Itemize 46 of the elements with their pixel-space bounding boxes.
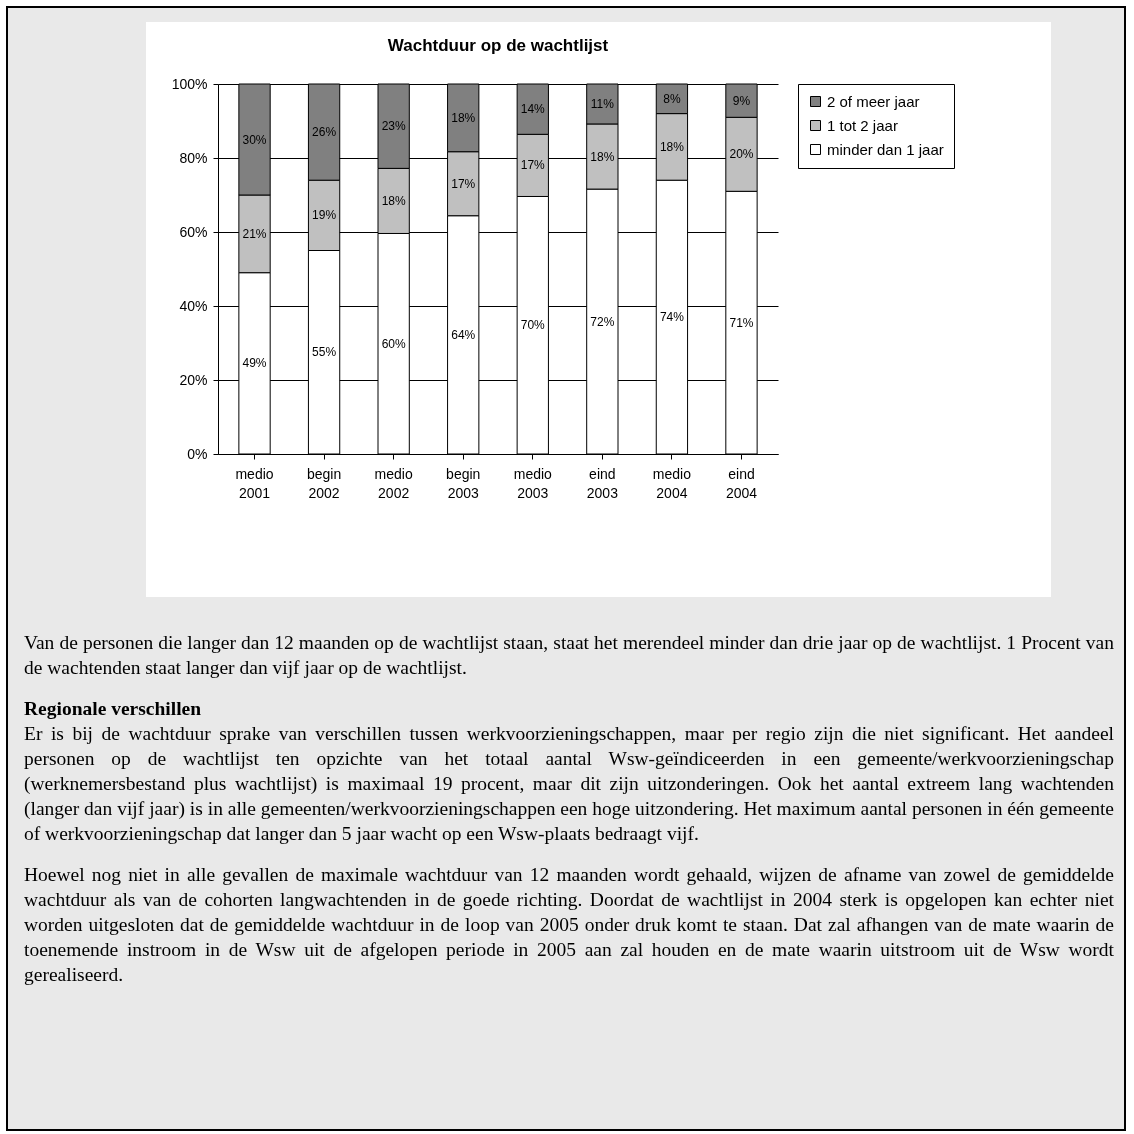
- data-label: 55%: [312, 345, 337, 360]
- data-label: 18%: [451, 110, 476, 125]
- data-label: 49%: [242, 356, 267, 371]
- x-tick-label: medio 2003: [513, 465, 553, 501]
- legend-label: 2 of meer jaar: [827, 92, 920, 110]
- data-label: 17%: [520, 158, 546, 173]
- data-label: 21%: [242, 226, 267, 241]
- x-tick-label: medio 2004: [652, 465, 692, 501]
- data-label: 71%: [729, 315, 754, 330]
- x-tick-label: begin 2002: [306, 465, 342, 501]
- data-label: 30%: [242, 132, 267, 147]
- x-tick-label: medio 2001: [235, 465, 274, 501]
- data-label: 14%: [520, 102, 546, 117]
- y-tick-label: 40%: [179, 297, 208, 314]
- y-tick-label: 80%: [179, 149, 208, 166]
- data-label: 64%: [451, 327, 476, 342]
- data-label: 9%: [732, 93, 751, 108]
- data-label: 18%: [381, 193, 406, 208]
- data-label: 8%: [663, 91, 681, 106]
- x-tick-label: eind 2004: [725, 465, 758, 501]
- data-label: 19%: [312, 208, 337, 223]
- y-tick-label: 0%: [187, 445, 208, 462]
- data-label: 72%: [590, 314, 615, 329]
- x-tick-label: eind 2003: [586, 465, 619, 501]
- text: Hoewel nog niet in alle gevallen de maximale wachtduur van 12 maanden wordt gehaald, wijzen de afname van zowel de gemiddelde wachtduur als van de cohorten langwachtenden in de goede richting. Doordat de wachtlijst in 2004 sterk is opgelopen kan echter niet worden uitgesloten dat de gemiddelde wachtduur in de loop van 2005 onder druk komt te staan. Dat zal afhangen van de mate waarin de toenemende instroom in de Wsw uit de afgelopen periode in 2005 aan zal houden en de mate waarin uitstroom uit de Wsw wordt gerealiseerd.: [24, 863, 1114, 987]
- chart-title: Wachtduur op de wachtlijst: [387, 36, 609, 55]
- text: Van de personen die langer dan 12 maanden op de wachtlijst staan, staat het merendeel minder dan drie jaar op de wachtlijst. 1 Procent van de wachtenden staat langer dan vijf jaar op de wachtlijst.: [24, 631, 1114, 680]
- y-tick-label: 60%: [179, 223, 208, 240]
- text: Er is bij de wachtduur sprake van verschillen tussen werkvoorzieningschappen, maar per regio zijn die niet significant. Het aandeel personen op de wachtlijst ten opzichte van het totaal aantal Wsw-geïndiceerden in een gemeente/werkvoorzieningschap (werknemersbestand plus wachtlijst) is maximaal 19 procent, maar dit zijn uitzonderingen. Ook het aantal extreem lang wachtenden (langer dan vijf jaar) is in alle gemeenten/werkvoorzieningschappen een hoge uitzondering. Het maximum aantal personen in één gemeente of werkvoorzieningschap dat langer dan 5 jaar wacht op een Wsw-plaats bedraagt vijf.: [24, 722, 1114, 846]
- x-tick-label: begin 2003: [446, 465, 481, 501]
- data-label: 74%: [659, 310, 685, 325]
- data-label: 17%: [451, 176, 476, 191]
- data-label: 11%: [590, 96, 615, 111]
- data-label: 26%: [312, 125, 337, 140]
- legend-label: minder dan 1 jaar: [827, 140, 944, 158]
- y-tick-label: 20%: [179, 371, 208, 388]
- data-label: 18%: [659, 139, 685, 154]
- y-tick-label: 100%: [171, 75, 208, 92]
- data-label: 18%: [590, 149, 615, 164]
- x-tick-label: medio 2002: [374, 465, 413, 501]
- data-label: 20%: [729, 147, 754, 162]
- data-label: 70%: [520, 318, 546, 333]
- data-label: 23%: [381, 119, 406, 134]
- legend-label: 1 tot 2 jaar: [827, 116, 898, 134]
- text: Regionale verschillen: [24, 697, 203, 721]
- data-label: 60%: [381, 336, 406, 351]
